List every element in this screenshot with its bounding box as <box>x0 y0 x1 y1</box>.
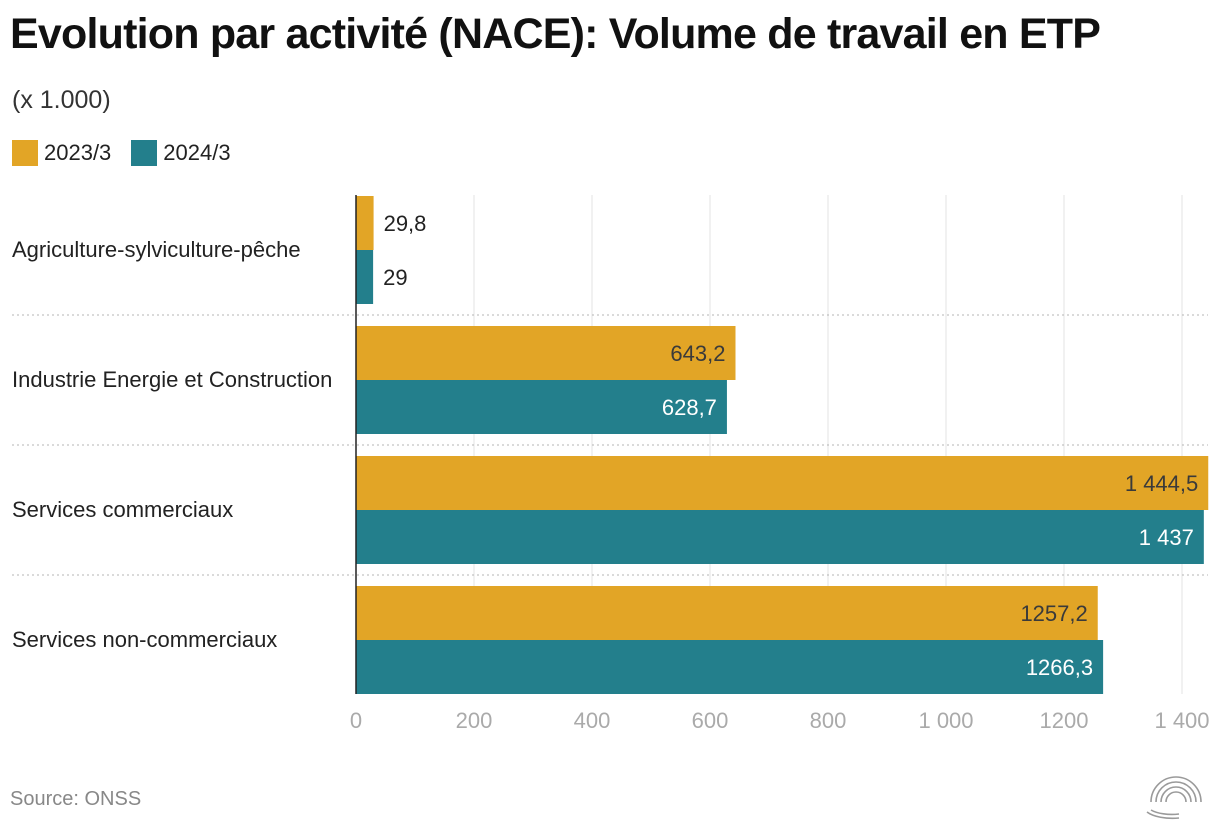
data-label: 29 <box>383 265 407 290</box>
legend-swatch-2023 <box>12 140 38 166</box>
legend-item-2024: 2024/3 <box>131 140 231 166</box>
x-tick-label: 200 <box>456 708 493 733</box>
bar <box>356 586 1098 640</box>
source-note: Source: ONSS <box>10 788 142 810</box>
data-label: 1257,2 <box>1020 601 1087 626</box>
bar <box>356 456 1209 510</box>
chart-subtitle: (x 1.000) <box>12 86 111 114</box>
chart-title: Evolution par activité (NACE): Volume de… <box>10 10 1101 58</box>
x-tick-label: 600 <box>692 708 729 733</box>
data-label: 1 437 <box>1139 525 1194 550</box>
category-label: Agriculture-sylviculture-pêche <box>12 237 301 262</box>
x-tick-label: 1 000 <box>918 708 973 733</box>
legend-label-2024: 2024/3 <box>163 140 231 165</box>
data-label: 29,8 <box>384 211 427 236</box>
category-label: Services commerciaux <box>12 497 233 522</box>
x-tick-label: 0 <box>350 708 362 733</box>
data-label: 628,7 <box>662 395 717 420</box>
bar <box>356 640 1104 694</box>
data-label: 1266,3 <box>1026 655 1093 680</box>
bar <box>356 196 374 250</box>
category-label: Services non-commerciaux <box>12 627 277 652</box>
legend-swatch-2024 <box>131 140 158 166</box>
legend-label-2023: 2023/3 <box>44 140 112 165</box>
concentric-arcs-logo-icon <box>1146 776 1202 820</box>
x-tick-label: 1200 <box>1040 708 1089 733</box>
x-tick-label: 1 400 <box>1154 708 1209 733</box>
legend-item-2023: 2023/3 <box>12 140 111 166</box>
bar <box>356 380 727 434</box>
legend: 2023/3 2024/3 <box>12 140 251 166</box>
x-tick-label: 400 <box>574 708 611 733</box>
data-label: 643,2 <box>670 341 725 366</box>
bar <box>356 510 1204 564</box>
category-label: Industrie Energie et Construction <box>12 367 332 392</box>
bar <box>356 250 374 304</box>
x-tick-label: 800 <box>810 708 847 733</box>
bar <box>356 326 736 380</box>
data-label: 1 444,5 <box>1125 471 1198 496</box>
